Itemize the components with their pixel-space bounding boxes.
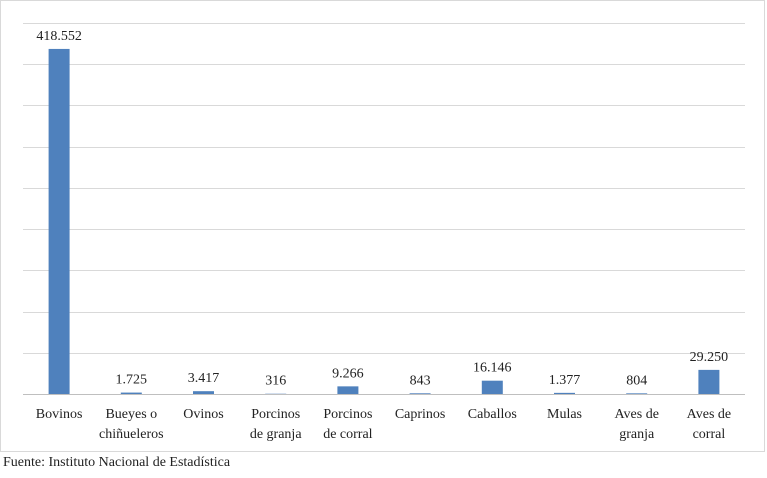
data-label: 804 [626, 373, 647, 388]
bar [554, 392, 575, 394]
x-tick-label: Caballos [468, 407, 517, 422]
data-label: 16.146 [473, 361, 512, 376]
data-label: 3.417 [188, 371, 220, 386]
x-tick-label-line: Caballos [468, 407, 517, 422]
x-tick-label-line: Caprinos [395, 407, 446, 422]
x-tick-label: Aves de granja [614, 407, 658, 442]
x-tick-label-line: Bueyes o [105, 407, 157, 422]
x-tick-label-line: Ovinos [183, 407, 223, 422]
data-label: 1.725 [116, 373, 148, 388]
x-tick-label-line: Porcinos [323, 407, 372, 422]
x-tick-label-line: Aves de [614, 407, 658, 422]
bar [193, 391, 214, 394]
data-label: 843 [410, 373, 431, 388]
x-tick-label-line: de corral [323, 427, 372, 442]
x-tick-label-line: Mulas [547, 407, 582, 422]
x-tick-label-line: Aves de [687, 407, 731, 422]
bar [337, 386, 359, 394]
data-label: 316 [265, 374, 286, 389]
x-tick-label-line: Bovinos [36, 407, 83, 422]
chart-frame: 418.552 Bovinos 1.725 Bueyes o chiñueleros 3.… [0, 0, 765, 452]
x-tick-label-line: Porcinos [251, 407, 300, 422]
bar [481, 380, 503, 394]
bar [48, 48, 70, 395]
x-tick-label-line: corral [693, 427, 726, 442]
x-tick-label: Porcinos de corral [323, 407, 372, 442]
source-note: Fuente: Instituto Nacional de Estadístic… [3, 455, 231, 470]
bar [120, 392, 142, 394]
x-tick-label: Caprinos [395, 407, 446, 422]
x-tick-label: Bovinos [36, 407, 83, 422]
x-tick-label: Mulas [547, 407, 582, 422]
x-tick-label-line: chiñueleros [99, 427, 164, 442]
data-label: 29.250 [690, 350, 729, 365]
x-tick-label: Aves de corral [687, 407, 731, 442]
bar [626, 393, 648, 394]
bar-chart: 418.552 Bovinos 1.725 Bueyes o chiñueleros 3.… [23, 23, 745, 442]
bar [698, 369, 720, 394]
bar [409, 393, 431, 394]
x-tick-label: Ovinos [183, 407, 223, 422]
x-tick-label-line: de granja [250, 427, 302, 442]
data-label: 1.377 [549, 373, 581, 388]
x-tick-label: Porcinos de granja [250, 407, 302, 442]
x-tick-label: Bueyes o chiñueleros [99, 407, 164, 442]
data-label: 9.266 [332, 366, 364, 381]
data-label: 418.552 [36, 29, 82, 44]
x-tick-label-line: granja [619, 427, 655, 442]
